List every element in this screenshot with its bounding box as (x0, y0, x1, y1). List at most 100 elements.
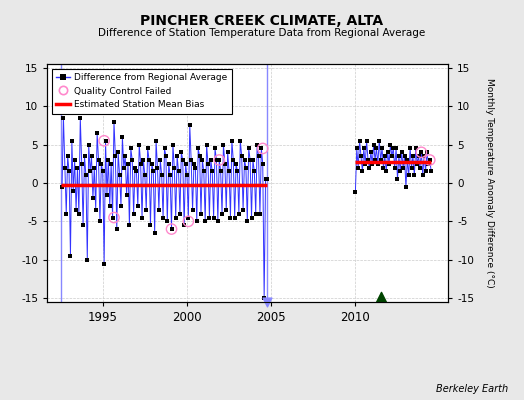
Point (212, 157, 221, 163)
Point (113, 226, 121, 232)
Point (70, 157, 79, 163)
Point (206, 157, 215, 163)
Point (389, 145, 398, 152)
Point (99, 168, 107, 175)
Point (155, 207, 163, 213)
Point (146, 222, 155, 228)
Point (228, 138, 236, 144)
Point (163, 218, 171, 224)
Point (148, 161, 156, 167)
Point (183, 172, 191, 178)
Point (159, 214, 167, 221)
Point (367, 149, 375, 156)
Point (176, 210, 184, 217)
Point (63, 153, 72, 159)
Point (237, 153, 246, 159)
Point (258, 161, 267, 167)
Point (371, 157, 379, 163)
Point (406, 145, 414, 152)
Point (121, 153, 129, 159)
Point (136, 161, 145, 167)
Point (369, 142, 378, 148)
Point (111, 153, 119, 159)
Point (96, 218, 104, 224)
Point (76, 114, 84, 121)
Point (215, 157, 223, 163)
Point (127, 145, 135, 152)
Point (410, 172, 419, 178)
Point (123, 191, 131, 198)
Point (119, 164, 128, 171)
Point (150, 230, 159, 236)
Point (253, 142, 261, 148)
Point (388, 153, 396, 159)
Point (223, 149, 232, 156)
Point (149, 168, 158, 175)
Point (198, 157, 206, 163)
Point (425, 157, 434, 163)
Point (101, 138, 110, 144)
Point (233, 168, 242, 175)
Point (100, 138, 108, 144)
Point (129, 210, 138, 217)
Point (170, 164, 179, 171)
Point (395, 153, 403, 159)
Point (197, 210, 205, 217)
Point (353, 145, 361, 152)
Point (424, 161, 432, 167)
Point (357, 153, 365, 159)
Point (58, 184, 66, 190)
Point (134, 203, 142, 209)
Point (118, 134, 127, 140)
Point (108, 214, 117, 221)
Point (107, 161, 115, 167)
Point (173, 153, 181, 159)
Point (97, 161, 105, 167)
Point (66, 253, 74, 259)
Y-axis label: Monthly Temperature Anomaly Difference (°C): Monthly Temperature Anomaly Difference (… (485, 78, 494, 288)
Point (421, 168, 430, 175)
Point (405, 172, 413, 178)
Point (131, 164, 139, 171)
Point (386, 142, 395, 148)
Point (104, 157, 113, 163)
Point (193, 218, 201, 224)
Point (219, 142, 227, 148)
Point (78, 161, 86, 167)
Point (358, 168, 367, 175)
Point (216, 168, 225, 175)
Point (425, 157, 434, 163)
Point (90, 164, 99, 171)
Point (142, 207, 150, 213)
Point (200, 168, 208, 175)
Point (229, 157, 237, 163)
Point (184, 214, 192, 221)
Point (254, 153, 263, 159)
Point (411, 145, 420, 152)
Point (400, 153, 409, 159)
Point (128, 157, 136, 163)
Point (194, 145, 202, 152)
Point (88, 153, 96, 159)
Point (190, 161, 198, 167)
Text: Difference of Station Temperature Data from Regional Average: Difference of Station Temperature Data f… (99, 28, 425, 38)
Point (79, 222, 88, 228)
Point (69, 188, 78, 194)
Point (188, 207, 196, 213)
Point (258, 145, 267, 152)
Point (184, 218, 192, 224)
Point (125, 222, 134, 228)
Point (94, 157, 103, 163)
Point (263, 176, 271, 182)
Point (382, 168, 390, 175)
Point (361, 161, 369, 167)
Point (185, 122, 194, 129)
Point (93, 130, 101, 136)
Point (73, 164, 82, 171)
Point (376, 157, 385, 163)
Point (89, 195, 97, 202)
Point (413, 161, 421, 167)
Point (403, 157, 411, 163)
Point (110, 118, 118, 125)
Point (59, 114, 68, 121)
